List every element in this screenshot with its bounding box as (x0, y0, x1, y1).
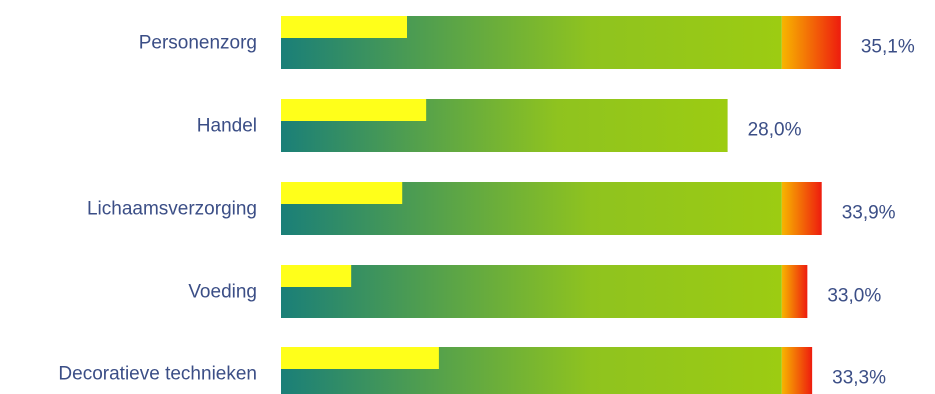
category-label: Personenzorg (139, 33, 257, 54)
bar-group: Voeding 33,0% (188, 265, 881, 318)
bar (281, 265, 782, 318)
bar-highlight (281, 16, 408, 38)
bar-group: Lichaamsverzorging 33,9% (87, 182, 896, 235)
bar-highlight (281, 99, 427, 121)
value-label: 35,1% (861, 37, 915, 58)
bar-group: Decoratieve technieken 33,3% (58, 347, 886, 394)
bar-highlight (281, 347, 439, 369)
bar-group: Handel 28,0% (197, 99, 802, 152)
bar-overflow-segment (781, 265, 808, 318)
bar-highlight (281, 265, 352, 287)
bars-layer: Personenzorg 35,1% Handel 28,0% Lichaamsverz… (58, 16, 915, 394)
category-label: Voeding (188, 282, 257, 303)
category-label: Handel (197, 116, 257, 137)
bar-overflow-segment (781, 16, 841, 69)
value-label: 33,3% (832, 368, 886, 389)
bar-overflow-segment (781, 347, 813, 394)
value-label: 33,0% (827, 286, 881, 307)
bar-group: Personenzorg 35,1% (139, 16, 915, 69)
bar-highlight (281, 182, 403, 204)
value-label: 28,0% (748, 120, 802, 141)
value-label: 33,9% (842, 203, 896, 224)
category-label: Lichaamsverzorging (87, 199, 257, 220)
bar-overflow-segment (781, 182, 822, 235)
category-label: Decoratieve technieken (58, 364, 257, 385)
